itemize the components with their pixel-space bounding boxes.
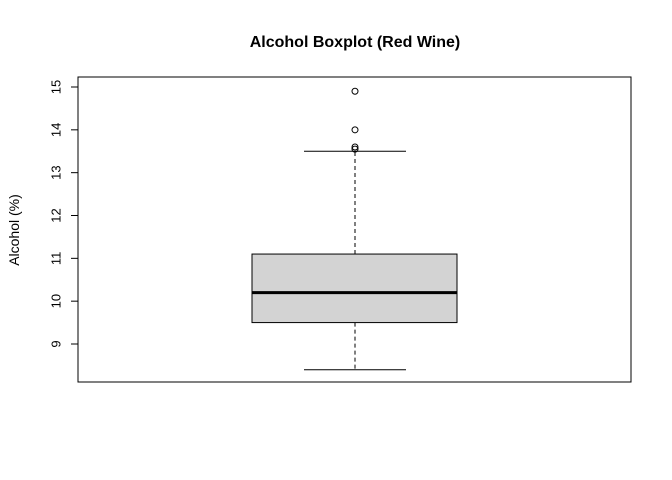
y-tick-label: 12 — [49, 208, 64, 222]
y-tick-label: 9 — [49, 340, 64, 347]
y-tick-label: 10 — [49, 294, 64, 308]
outlier-point — [351, 143, 359, 151]
chart-title: Alcohol Boxplot (Red Wine) — [250, 34, 461, 51]
box-group — [251, 87, 458, 371]
outlier-point — [351, 87, 359, 95]
y-tick-label: 13 — [49, 165, 64, 179]
y-tick-label: 14 — [49, 123, 64, 137]
y-tick-label: 15 — [49, 80, 64, 94]
iqr-box — [251, 253, 458, 324]
outlier-point — [351, 145, 359, 153]
y-tick-label: 11 — [49, 252, 64, 266]
y-axis-ticks: 9 10 11 12 13 14 15 — [49, 80, 78, 348]
y-axis-label: Alcohol (%) — [6, 194, 22, 266]
outlier-point — [351, 126, 359, 134]
